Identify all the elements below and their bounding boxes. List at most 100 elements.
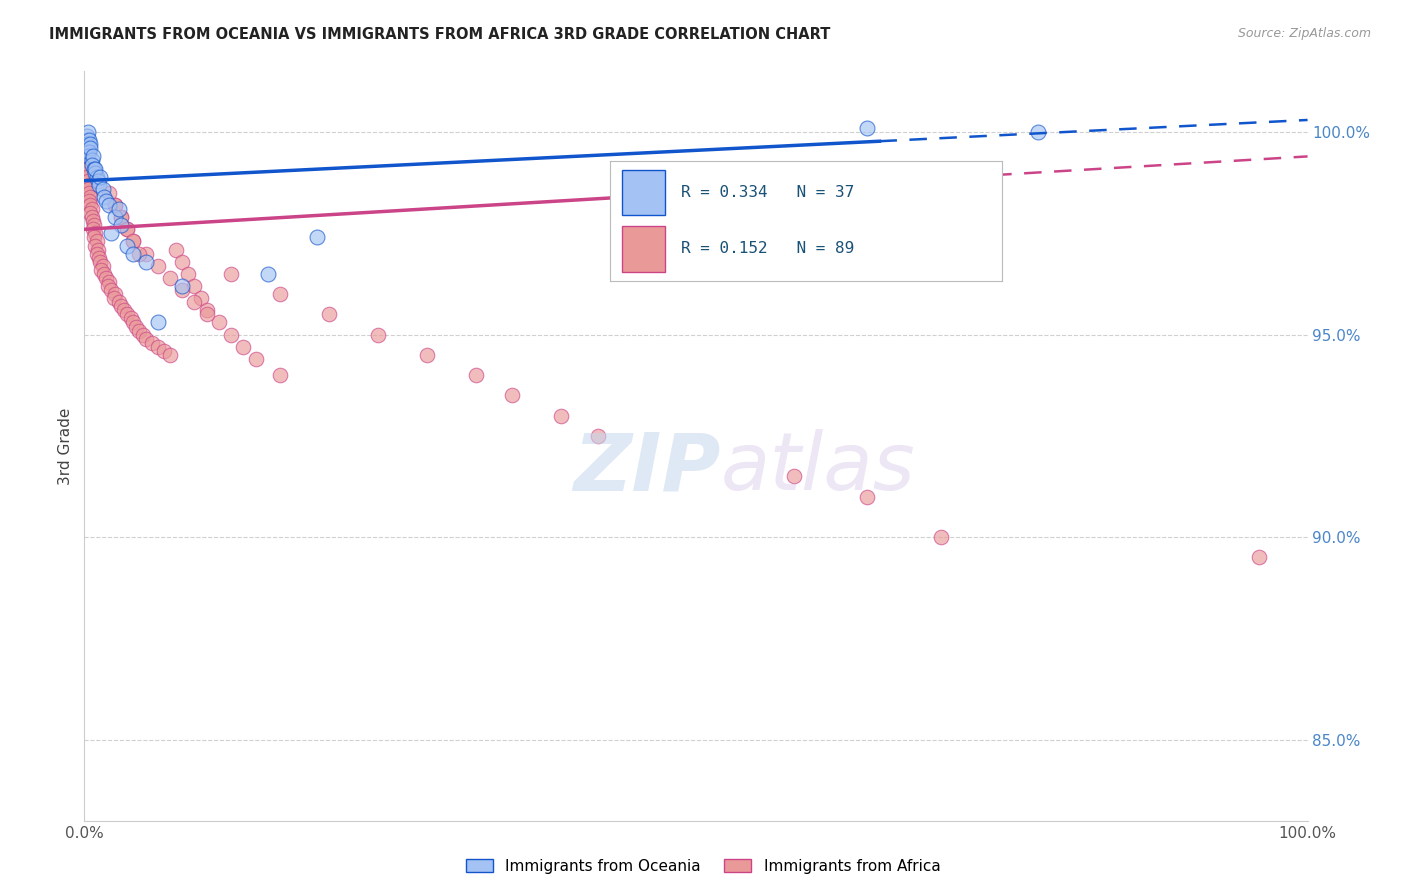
Point [79, 198, 101, 212]
Point [107, 295, 129, 310]
Point [115, 307, 138, 321]
Point [104, 287, 127, 301]
Point [122, 246, 145, 260]
Point [93, 190, 115, 204]
Point [146, 316, 169, 330]
Point [128, 324, 150, 338]
Point [146, 340, 169, 354]
Point [122, 316, 145, 330]
Point [195, 303, 218, 318]
Point [146, 259, 169, 273]
Point [318, 307, 340, 321]
Point [269, 287, 291, 301]
Point [79, 206, 101, 220]
Point [269, 368, 291, 383]
Point [86, 235, 108, 249]
Point [84, 227, 107, 241]
Point [135, 246, 157, 260]
Point [76, 169, 98, 184]
Point [929, 530, 952, 544]
Point [1028, 125, 1050, 139]
Point [87, 251, 110, 265]
Point [190, 291, 212, 305]
Point [77, 141, 100, 155]
Point [84, 161, 107, 176]
Legend: Immigrants from Oceania, Immigrants from Africa: Immigrants from Oceania, Immigrants from… [460, 853, 946, 880]
Point [77, 133, 100, 147]
Point [107, 202, 129, 216]
Point [97, 198, 120, 212]
Point [87, 178, 110, 192]
Point [77, 145, 100, 160]
Point [110, 299, 132, 313]
Point [103, 291, 125, 305]
Point [1247, 550, 1270, 565]
Point [135, 332, 157, 346]
Point [75, 145, 97, 160]
Point [91, 182, 114, 196]
Point [502, 388, 524, 402]
Point [76, 129, 98, 144]
Point [100, 227, 122, 241]
Point [83, 230, 105, 244]
Point [80, 157, 103, 171]
Point [83, 161, 105, 176]
Point [84, 238, 107, 252]
Point [783, 469, 806, 483]
Point [122, 235, 145, 249]
Point [79, 141, 101, 155]
Point [82, 222, 104, 236]
Point [112, 303, 135, 318]
Text: atlas: atlas [720, 429, 915, 508]
Point [177, 267, 200, 281]
Point [135, 254, 157, 268]
Point [120, 311, 142, 326]
Point [165, 243, 187, 257]
Point [93, 267, 115, 281]
Point [104, 198, 127, 212]
Point [76, 137, 98, 152]
Point [153, 343, 176, 358]
Point [172, 254, 194, 268]
Point [86, 169, 108, 184]
Point [104, 198, 127, 212]
Point [96, 194, 118, 208]
Point [367, 327, 389, 342]
Point [97, 275, 120, 289]
Y-axis label: 3rd Grade: 3rd Grade [58, 408, 73, 484]
Point [83, 219, 105, 233]
Point [77, 182, 100, 196]
Point [86, 246, 108, 260]
Point [77, 194, 100, 208]
Point [87, 174, 110, 188]
Point [96, 271, 118, 285]
Text: ZIP: ZIP [574, 429, 720, 508]
Point [115, 222, 138, 236]
Point [416, 348, 439, 362]
Point [77, 149, 100, 163]
Point [77, 174, 100, 188]
Point [219, 327, 242, 342]
Point [172, 283, 194, 297]
Point [115, 238, 138, 252]
Point [257, 267, 280, 281]
Point [183, 279, 205, 293]
Point [110, 219, 132, 233]
Point [82, 214, 104, 228]
Point [90, 262, 112, 277]
Point [79, 190, 101, 204]
Point [122, 235, 145, 249]
Point [232, 340, 254, 354]
Point [97, 279, 120, 293]
Point [77, 161, 100, 176]
Point [84, 166, 107, 180]
Point [856, 121, 879, 136]
Point [77, 186, 100, 200]
Point [464, 368, 486, 383]
Point [195, 307, 218, 321]
Point [856, 490, 879, 504]
Point [80, 210, 103, 224]
Point [104, 210, 127, 224]
Point [79, 137, 101, 152]
Point [89, 169, 111, 184]
